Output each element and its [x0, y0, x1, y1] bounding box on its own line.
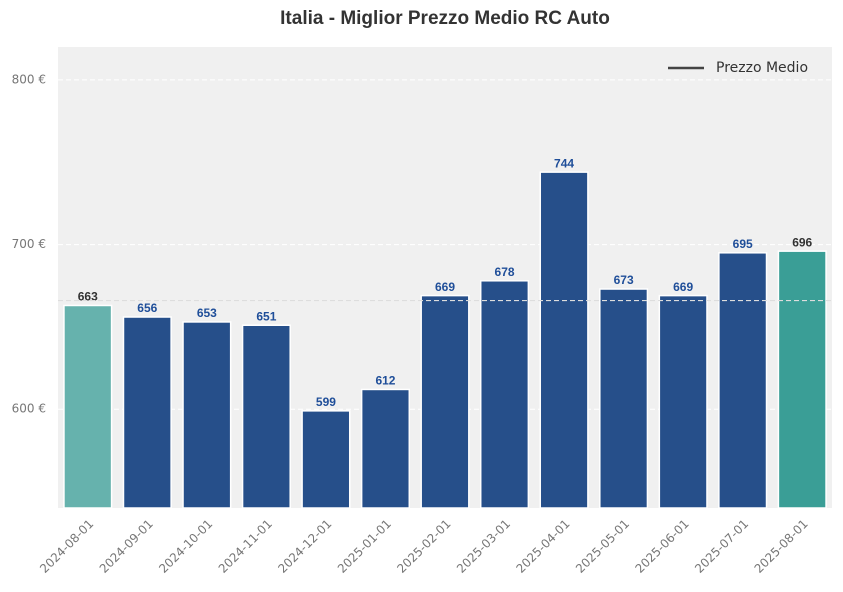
bar — [241, 324, 291, 509]
value-label: 744 — [554, 156, 574, 170]
x-tick-label: 2025-08-01 — [752, 517, 811, 576]
x-tick-label: 2024-11-01 — [216, 517, 275, 576]
value-label: 673 — [614, 273, 634, 287]
x-tick-label: 2025-02-01 — [394, 517, 453, 576]
x-tick-label: 2025-07-01 — [692, 517, 751, 576]
bar — [122, 316, 172, 509]
bar — [599, 288, 649, 509]
value-label: 669 — [673, 280, 693, 294]
bar — [658, 294, 708, 509]
value-label: 695 — [733, 237, 753, 251]
value-label: 663 — [78, 290, 98, 304]
value-label: 678 — [495, 265, 515, 279]
value-label: 653 — [197, 306, 217, 320]
y-tick-label: 800 € — [12, 72, 46, 86]
bar — [539, 171, 589, 509]
value-label: 612 — [375, 374, 395, 388]
x-tick-label: 2025-03-01 — [454, 517, 513, 576]
y-tick-label: 700 € — [12, 237, 46, 251]
x-tick-label: 2025-01-01 — [335, 517, 394, 576]
bar — [479, 280, 530, 509]
x-tick-label: 2025-04-01 — [513, 517, 572, 576]
bar — [777, 250, 827, 509]
x-tick-label: 2024-10-01 — [156, 517, 215, 576]
legend-label: Prezzo Medio — [716, 60, 808, 76]
value-label: 651 — [256, 309, 276, 323]
bar — [182, 321, 232, 509]
bar — [63, 304, 113, 509]
bar — [360, 388, 411, 509]
value-label: 669 — [435, 280, 455, 294]
x-tick-label: 2025-06-01 — [633, 517, 692, 576]
chart-title: Italia - Miglior Prezzo Medio RC Auto — [280, 8, 610, 29]
x-tick-label: 2024-08-01 — [37, 517, 96, 576]
value-label: 599 — [316, 395, 336, 409]
y-tick-label: 600 € — [12, 402, 46, 416]
bar — [420, 294, 470, 509]
value-label: 696 — [792, 235, 812, 249]
x-tick-label: 2024-09-01 — [97, 517, 156, 576]
bar — [301, 410, 351, 509]
bar — [718, 252, 768, 509]
value-label: 656 — [137, 301, 157, 315]
x-tick-label: 2025-05-01 — [573, 517, 632, 576]
x-tick-label: 2024-12-01 — [275, 517, 334, 576]
